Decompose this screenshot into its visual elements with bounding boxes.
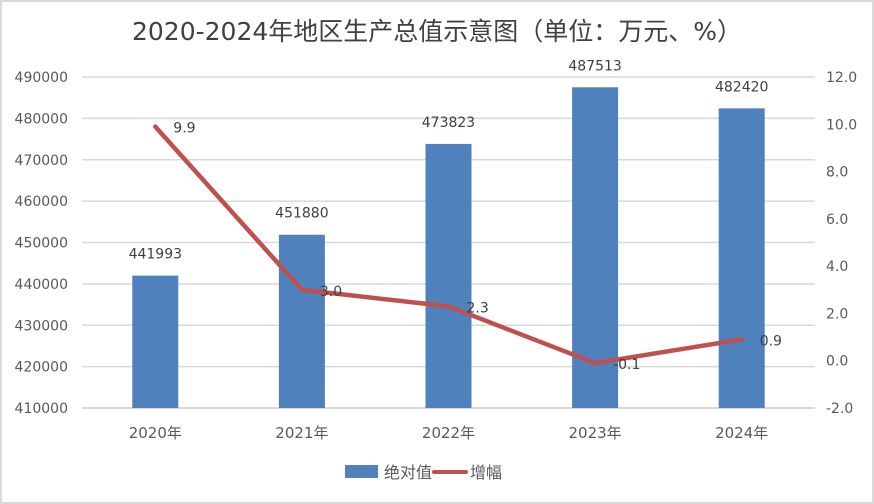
y-right-tick: 10.0 bbox=[826, 117, 857, 133]
bar-value-label: 451880 bbox=[275, 206, 328, 222]
line-value-label: 0.9 bbox=[760, 333, 782, 349]
y-right-tick: 0.0 bbox=[826, 354, 848, 370]
line-value-label: -0.1 bbox=[613, 357, 640, 373]
x-axis-label: 2020年 bbox=[129, 424, 182, 442]
y-right-tick: -2.0 bbox=[826, 401, 853, 417]
y-axis-left: 410000 420000 430000 440000 450000 460000 4700… bbox=[15, 70, 68, 417]
bar bbox=[278, 234, 325, 408]
x-axis-label: 2021年 bbox=[275, 424, 328, 442]
bar-value-label: 441993 bbox=[129, 247, 182, 263]
bar bbox=[425, 143, 472, 408]
bar-value-label: 482420 bbox=[715, 79, 768, 95]
y-left-tick: 430000 bbox=[15, 318, 68, 334]
y-left-tick: 410000 bbox=[15, 401, 68, 417]
chart-title: 2020-2024年地区生产总值示意图（单位：万元、%） bbox=[131, 17, 743, 46]
bar bbox=[718, 108, 765, 409]
y-left-tick: 450000 bbox=[15, 236, 68, 252]
y-left-tick: 440000 bbox=[15, 277, 68, 293]
y-right-tick: 4.0 bbox=[826, 259, 848, 275]
y-axis-right: -2.0 0.0 2.0 4.0 6.0 8.0 10.0 12.0 bbox=[826, 70, 857, 417]
x-axis: 2020年 2021年 2022年 2023年 2024年 bbox=[129, 424, 769, 442]
bar-series: 441993 451880 473823 487513 482420 bbox=[129, 58, 768, 409]
line-value-label: 3.0 bbox=[320, 284, 342, 300]
line-value-label: 2.3 bbox=[467, 300, 489, 316]
x-axis-label: 2023年 bbox=[569, 424, 622, 442]
y-left-tick: 470000 bbox=[15, 153, 68, 169]
legend: 绝对值 增幅 bbox=[345, 463, 502, 482]
x-axis-label: 2022年 bbox=[422, 424, 475, 442]
x-axis-label: 2024年 bbox=[715, 424, 768, 442]
y-right-tick: 2.0 bbox=[826, 306, 848, 322]
growth-line bbox=[153, 124, 744, 366]
y-right-tick: 12.0 bbox=[826, 70, 857, 86]
legend-bar-label: 绝对值 bbox=[384, 463, 432, 482]
y-left-tick: 460000 bbox=[15, 194, 68, 210]
y-right-tick: 6.0 bbox=[826, 212, 848, 228]
bar-value-label: 487513 bbox=[568, 58, 621, 74]
bar-value-label: 473823 bbox=[422, 115, 475, 131]
y-left-tick: 490000 bbox=[15, 70, 68, 86]
line-series: 9.9 3.0 2.3 -0.1 0.9 bbox=[153, 121, 782, 373]
legend-bar-swatch bbox=[345, 465, 378, 478]
bar bbox=[572, 87, 619, 408]
y-left-tick: 420000 bbox=[15, 360, 68, 376]
legend-line-label: 增幅 bbox=[470, 463, 502, 482]
bar bbox=[132, 275, 179, 408]
line-value-label: 9.9 bbox=[173, 121, 195, 137]
y-left-tick: 480000 bbox=[15, 111, 68, 127]
y-right-tick: 8.0 bbox=[826, 165, 848, 181]
